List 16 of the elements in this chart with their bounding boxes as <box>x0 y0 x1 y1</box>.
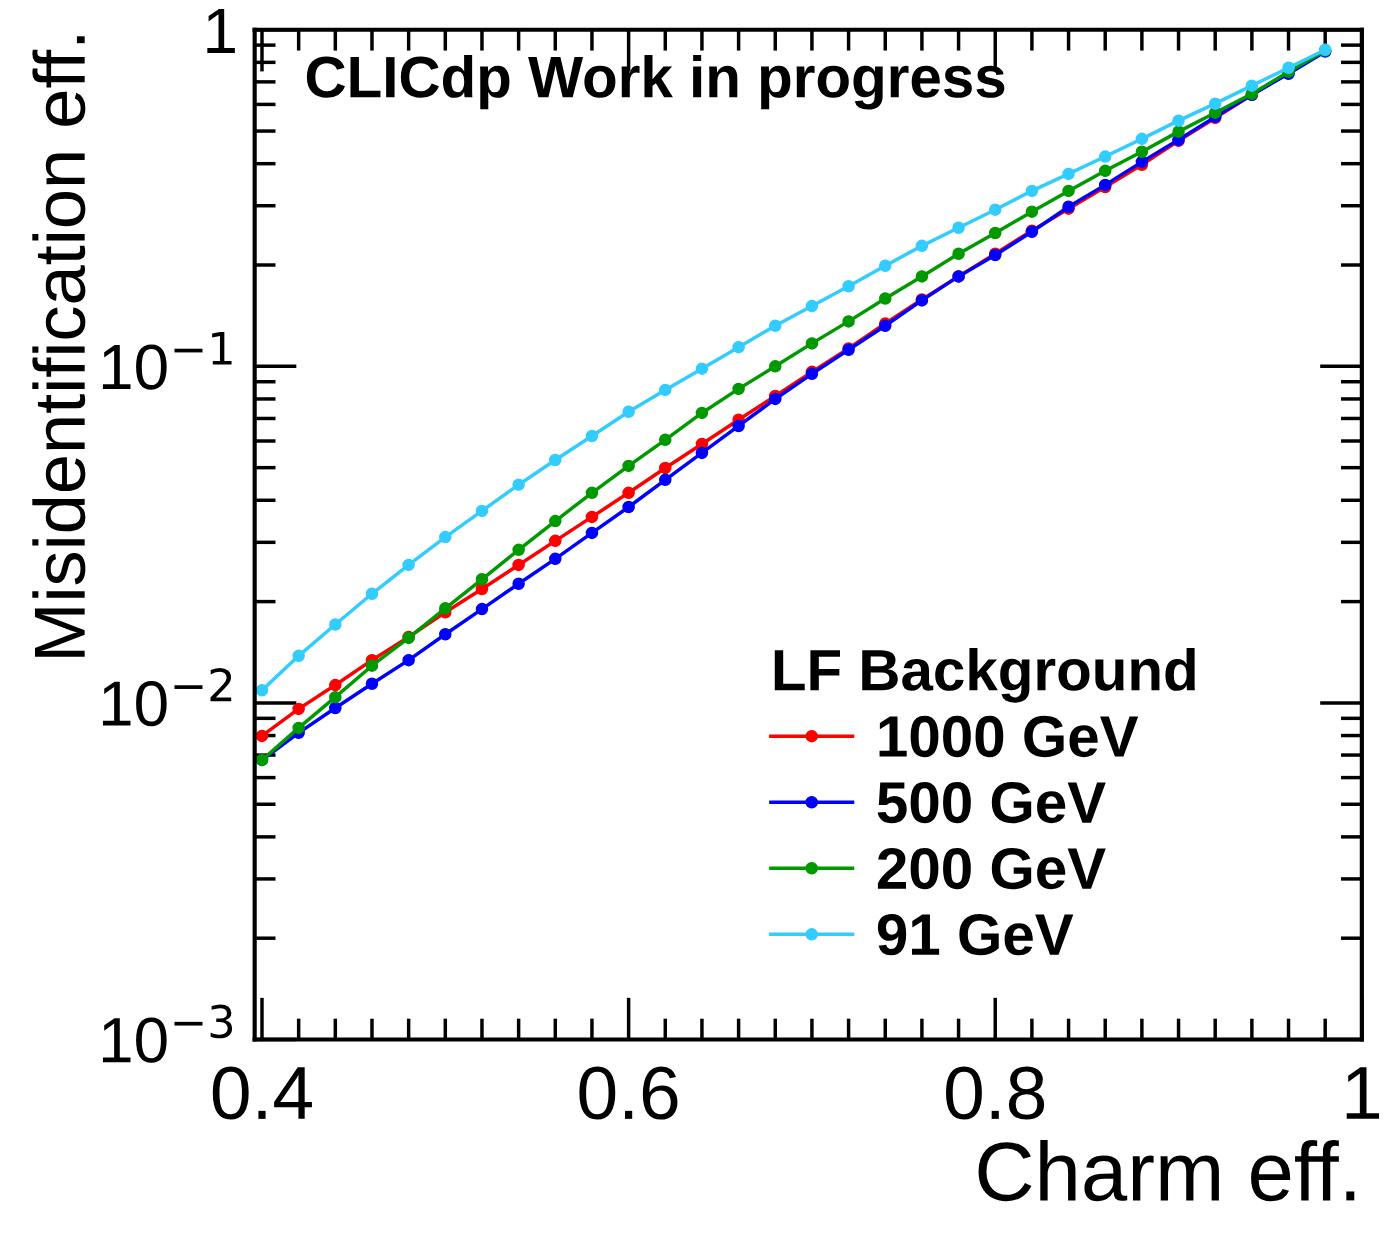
chart-title: CLICdp Work in progress <box>306 54 1005 110</box>
legend-label: 1000 GeV <box>879 715 1139 758</box>
legend-label: 200 GeV <box>877 847 1106 890</box>
x-axis-title: Charm eff. <box>978 1139 1355 1202</box>
x-tick-label: 0.8 <box>946 1066 1045 1120</box>
y-tick-label: 10$^{−1}$ <box>102 331 232 390</box>
x-tick-label: 0.6 <box>579 1066 678 1120</box>
y-axis-title: Misidentification eff. <box>32 36 86 657</box>
y-tick-label: 10$^{−3}$ <box>102 1004 233 1063</box>
legend-title: LF Background <box>774 648 1195 703</box>
y-tick-label: 10$^{−2}$ <box>102 667 232 727</box>
y-tick-label: 1 <box>207 8 235 53</box>
legend-label: 91 GeV <box>877 913 1074 956</box>
x-tick-label: 1 <box>1346 1067 1380 1119</box>
legend-label: 500 GeV <box>877 781 1106 824</box>
x-tick-label: 0.4 <box>212 1066 312 1120</box>
